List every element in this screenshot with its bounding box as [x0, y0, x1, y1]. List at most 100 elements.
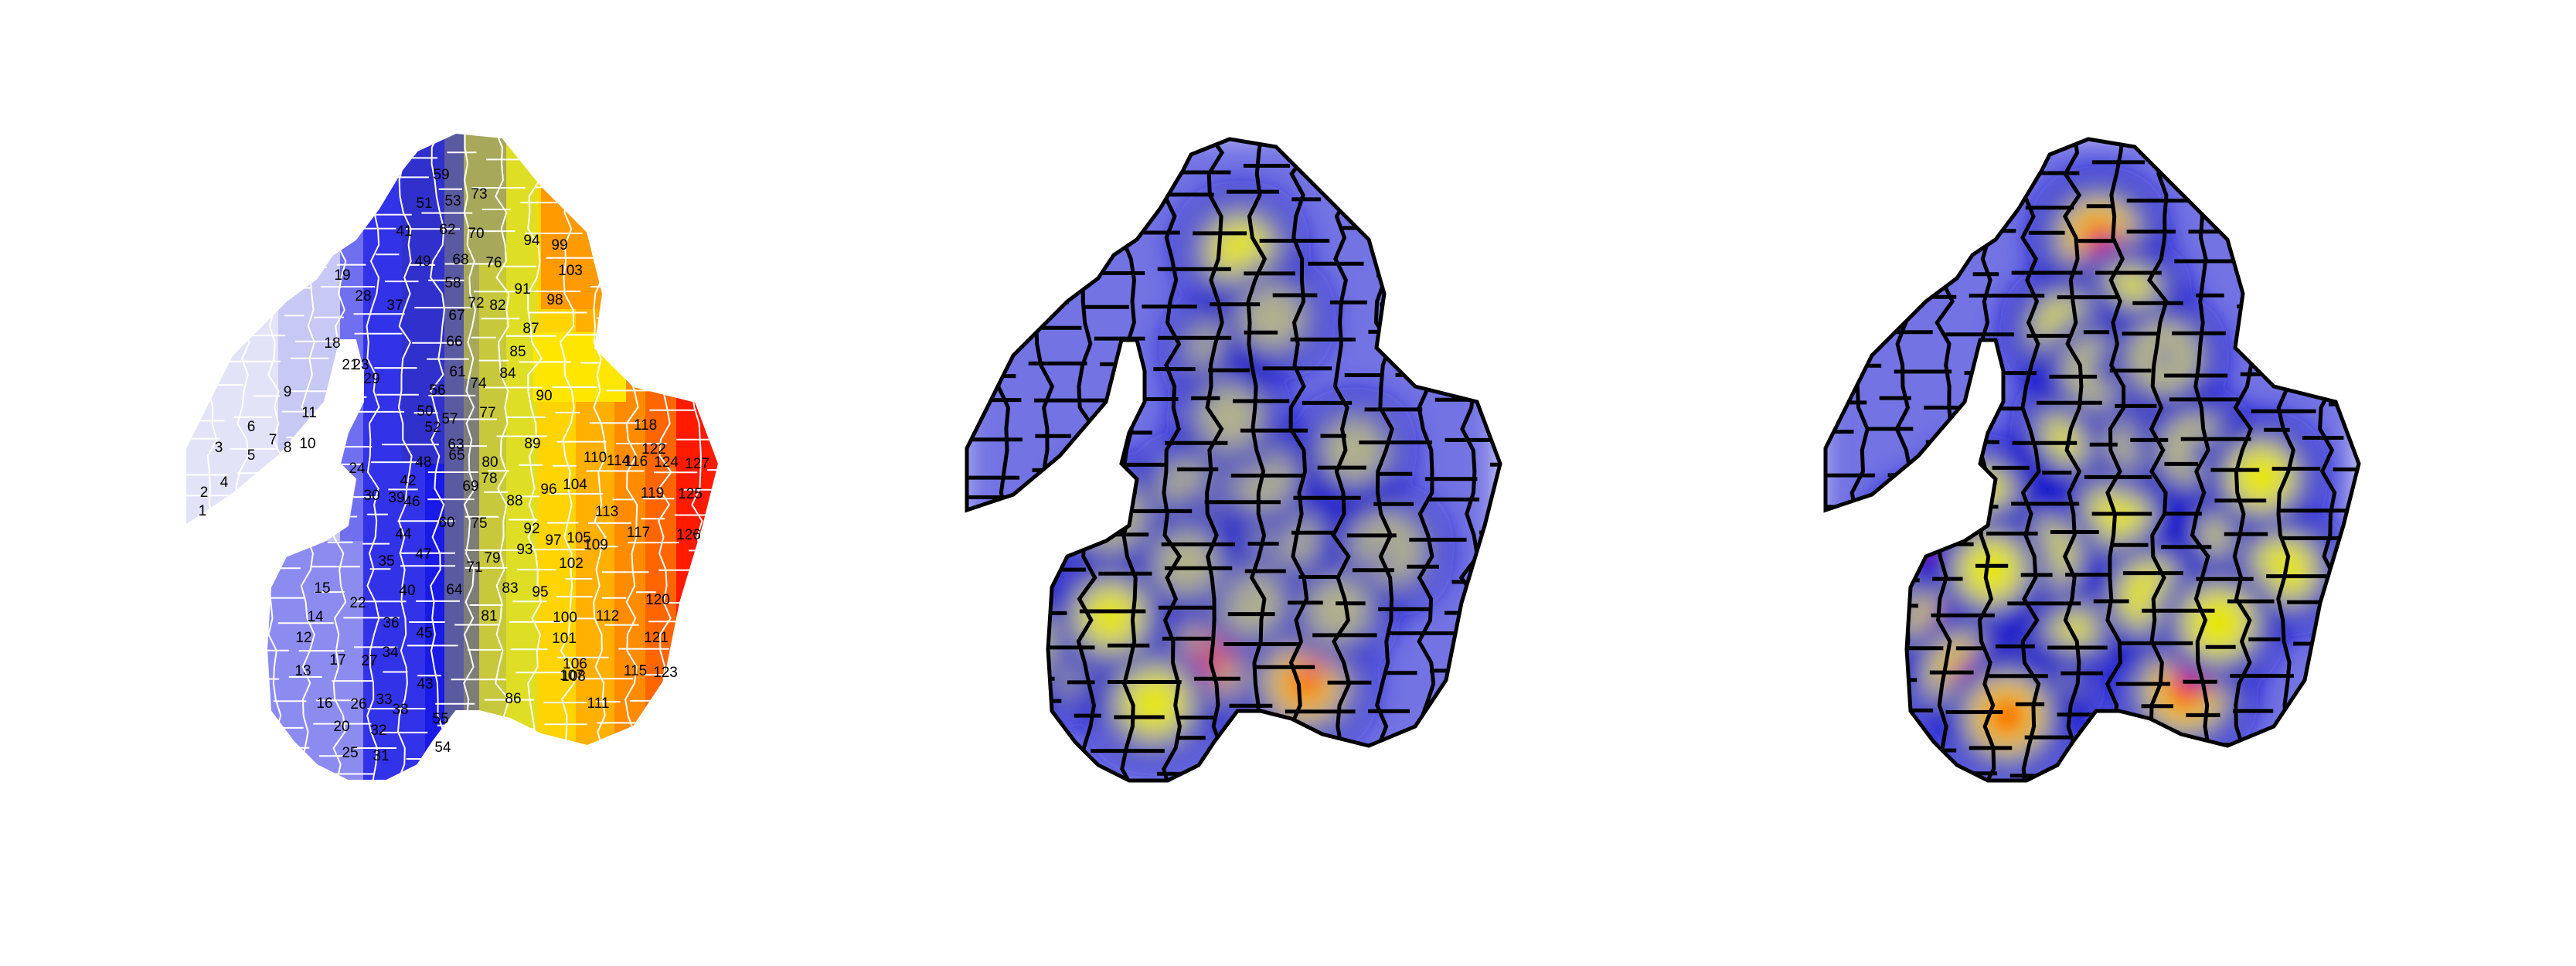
region-label-19: 19 — [334, 267, 350, 284]
region-label-32: 32 — [370, 723, 386, 739]
region-label-23: 23 — [352, 357, 369, 373]
region-label-12: 12 — [295, 630, 311, 646]
region-label-79: 79 — [484, 550, 500, 566]
region-label-80: 80 — [482, 454, 498, 471]
region-label-102: 102 — [559, 556, 584, 572]
region-label-49: 49 — [414, 253, 430, 270]
region-label-39: 39 — [388, 490, 404, 506]
region-label-72: 72 — [468, 295, 484, 311]
region-label-84: 84 — [499, 366, 516, 382]
region-label-100: 100 — [553, 610, 577, 626]
region-label-83: 83 — [502, 580, 518, 597]
region-label-81: 81 — [481, 608, 497, 624]
region-label-117: 117 — [627, 525, 650, 541]
region-label-8: 8 — [284, 440, 292, 456]
region-label-40: 40 — [399, 583, 415, 599]
region-label-98: 98 — [546, 292, 563, 308]
region-label-87: 87 — [522, 321, 539, 337]
region-label-78: 78 — [481, 471, 497, 487]
region-label-42: 42 — [400, 473, 416, 489]
region-label-119: 119 — [641, 485, 664, 502]
heat-core — [1011, 630, 1037, 656]
region-label-33: 33 — [376, 692, 392, 708]
band-19 — [541, 178, 603, 309]
region-label-112: 112 — [596, 608, 619, 624]
region-label-15: 15 — [314, 580, 330, 597]
heat-core — [1972, 552, 2009, 588]
region-label-57: 57 — [441, 411, 458, 427]
region-label-36: 36 — [383, 615, 399, 631]
region-label-38: 38 — [392, 702, 408, 718]
heat-core — [1217, 404, 1243, 430]
region-label-25: 25 — [342, 745, 358, 761]
region-label-116: 116 — [624, 454, 648, 470]
region-label-17: 17 — [329, 652, 345, 668]
region-label-21: 21 — [342, 357, 358, 373]
region-label-91: 91 — [514, 281, 530, 298]
region-label-113: 113 — [595, 504, 618, 520]
region-label-43: 43 — [417, 676, 433, 692]
region-label-77: 77 — [479, 405, 495, 421]
region-label-54: 54 — [434, 740, 451, 756]
region-label-10: 10 — [299, 436, 315, 452]
region-label-11: 11 — [301, 405, 317, 421]
heat-core — [1092, 598, 1129, 635]
region-label-70: 70 — [468, 226, 484, 242]
heat-core — [1222, 233, 1259, 270]
region-label-26: 26 — [350, 696, 366, 713]
region-label-47: 47 — [415, 546, 431, 563]
region-label-13: 13 — [294, 663, 311, 679]
region-label-62: 62 — [439, 222, 455, 238]
region-label-86: 86 — [505, 691, 521, 707]
heat-core — [2265, 552, 2302, 588]
region-label-16: 16 — [316, 696, 332, 712]
region-label-108: 108 — [561, 668, 586, 685]
region-label-18: 18 — [324, 335, 340, 352]
region-label-126: 126 — [676, 527, 701, 543]
region-label-95: 95 — [532, 584, 548, 600]
heatmap-low — [965, 137, 1502, 783]
region-label-65: 65 — [448, 447, 464, 464]
region-label-120: 120 — [645, 592, 670, 608]
region-label-110: 110 — [584, 450, 607, 466]
region-label-51: 51 — [416, 196, 432, 212]
heat-core — [2243, 458, 2280, 495]
region-label-58: 58 — [444, 275, 461, 291]
region-label-34: 34 — [382, 645, 399, 661]
region-label-41: 41 — [396, 223, 412, 240]
region-label-99: 99 — [551, 237, 567, 253]
region-label-6: 6 — [247, 419, 256, 435]
region-label-106: 106 — [563, 656, 587, 672]
heatmap-high — [1823, 137, 2361, 783]
heat-core — [1175, 480, 1209, 514]
region-label-44: 44 — [395, 526, 412, 543]
region-label-22: 22 — [349, 595, 366, 611]
region-label-73: 73 — [471, 186, 487, 202]
region-label-46: 46 — [403, 494, 420, 510]
region-label-5: 5 — [247, 447, 256, 464]
region-label-68: 68 — [452, 252, 468, 268]
region-label-52: 52 — [424, 420, 441, 436]
region-label-45: 45 — [416, 625, 432, 641]
region-label-85: 85 — [509, 344, 526, 360]
region-label-28: 28 — [355, 288, 371, 304]
region-label-64: 64 — [446, 582, 463, 598]
region-label-93: 93 — [516, 542, 533, 558]
region-label-14: 14 — [307, 609, 324, 625]
region-label-96: 96 — [540, 481, 556, 498]
heat-core — [1096, 502, 1125, 532]
heat-core — [1370, 533, 1404, 566]
region-label-30: 30 — [363, 488, 379, 504]
region-label-1: 1 — [199, 503, 207, 519]
heat-core — [1260, 304, 1286, 331]
region-label-109: 109 — [584, 537, 608, 553]
heat-core — [1134, 683, 1174, 723]
region-label-71: 71 — [466, 560, 482, 576]
region-label-59: 59 — [433, 167, 449, 183]
region-label-115: 115 — [624, 663, 647, 679]
heat-layer-high — [1826, 139, 2359, 781]
region-label-124: 124 — [654, 454, 679, 471]
region-label-125: 125 — [678, 486, 703, 502]
region-label-20: 20 — [333, 719, 349, 735]
region-label-35: 35 — [378, 553, 394, 570]
